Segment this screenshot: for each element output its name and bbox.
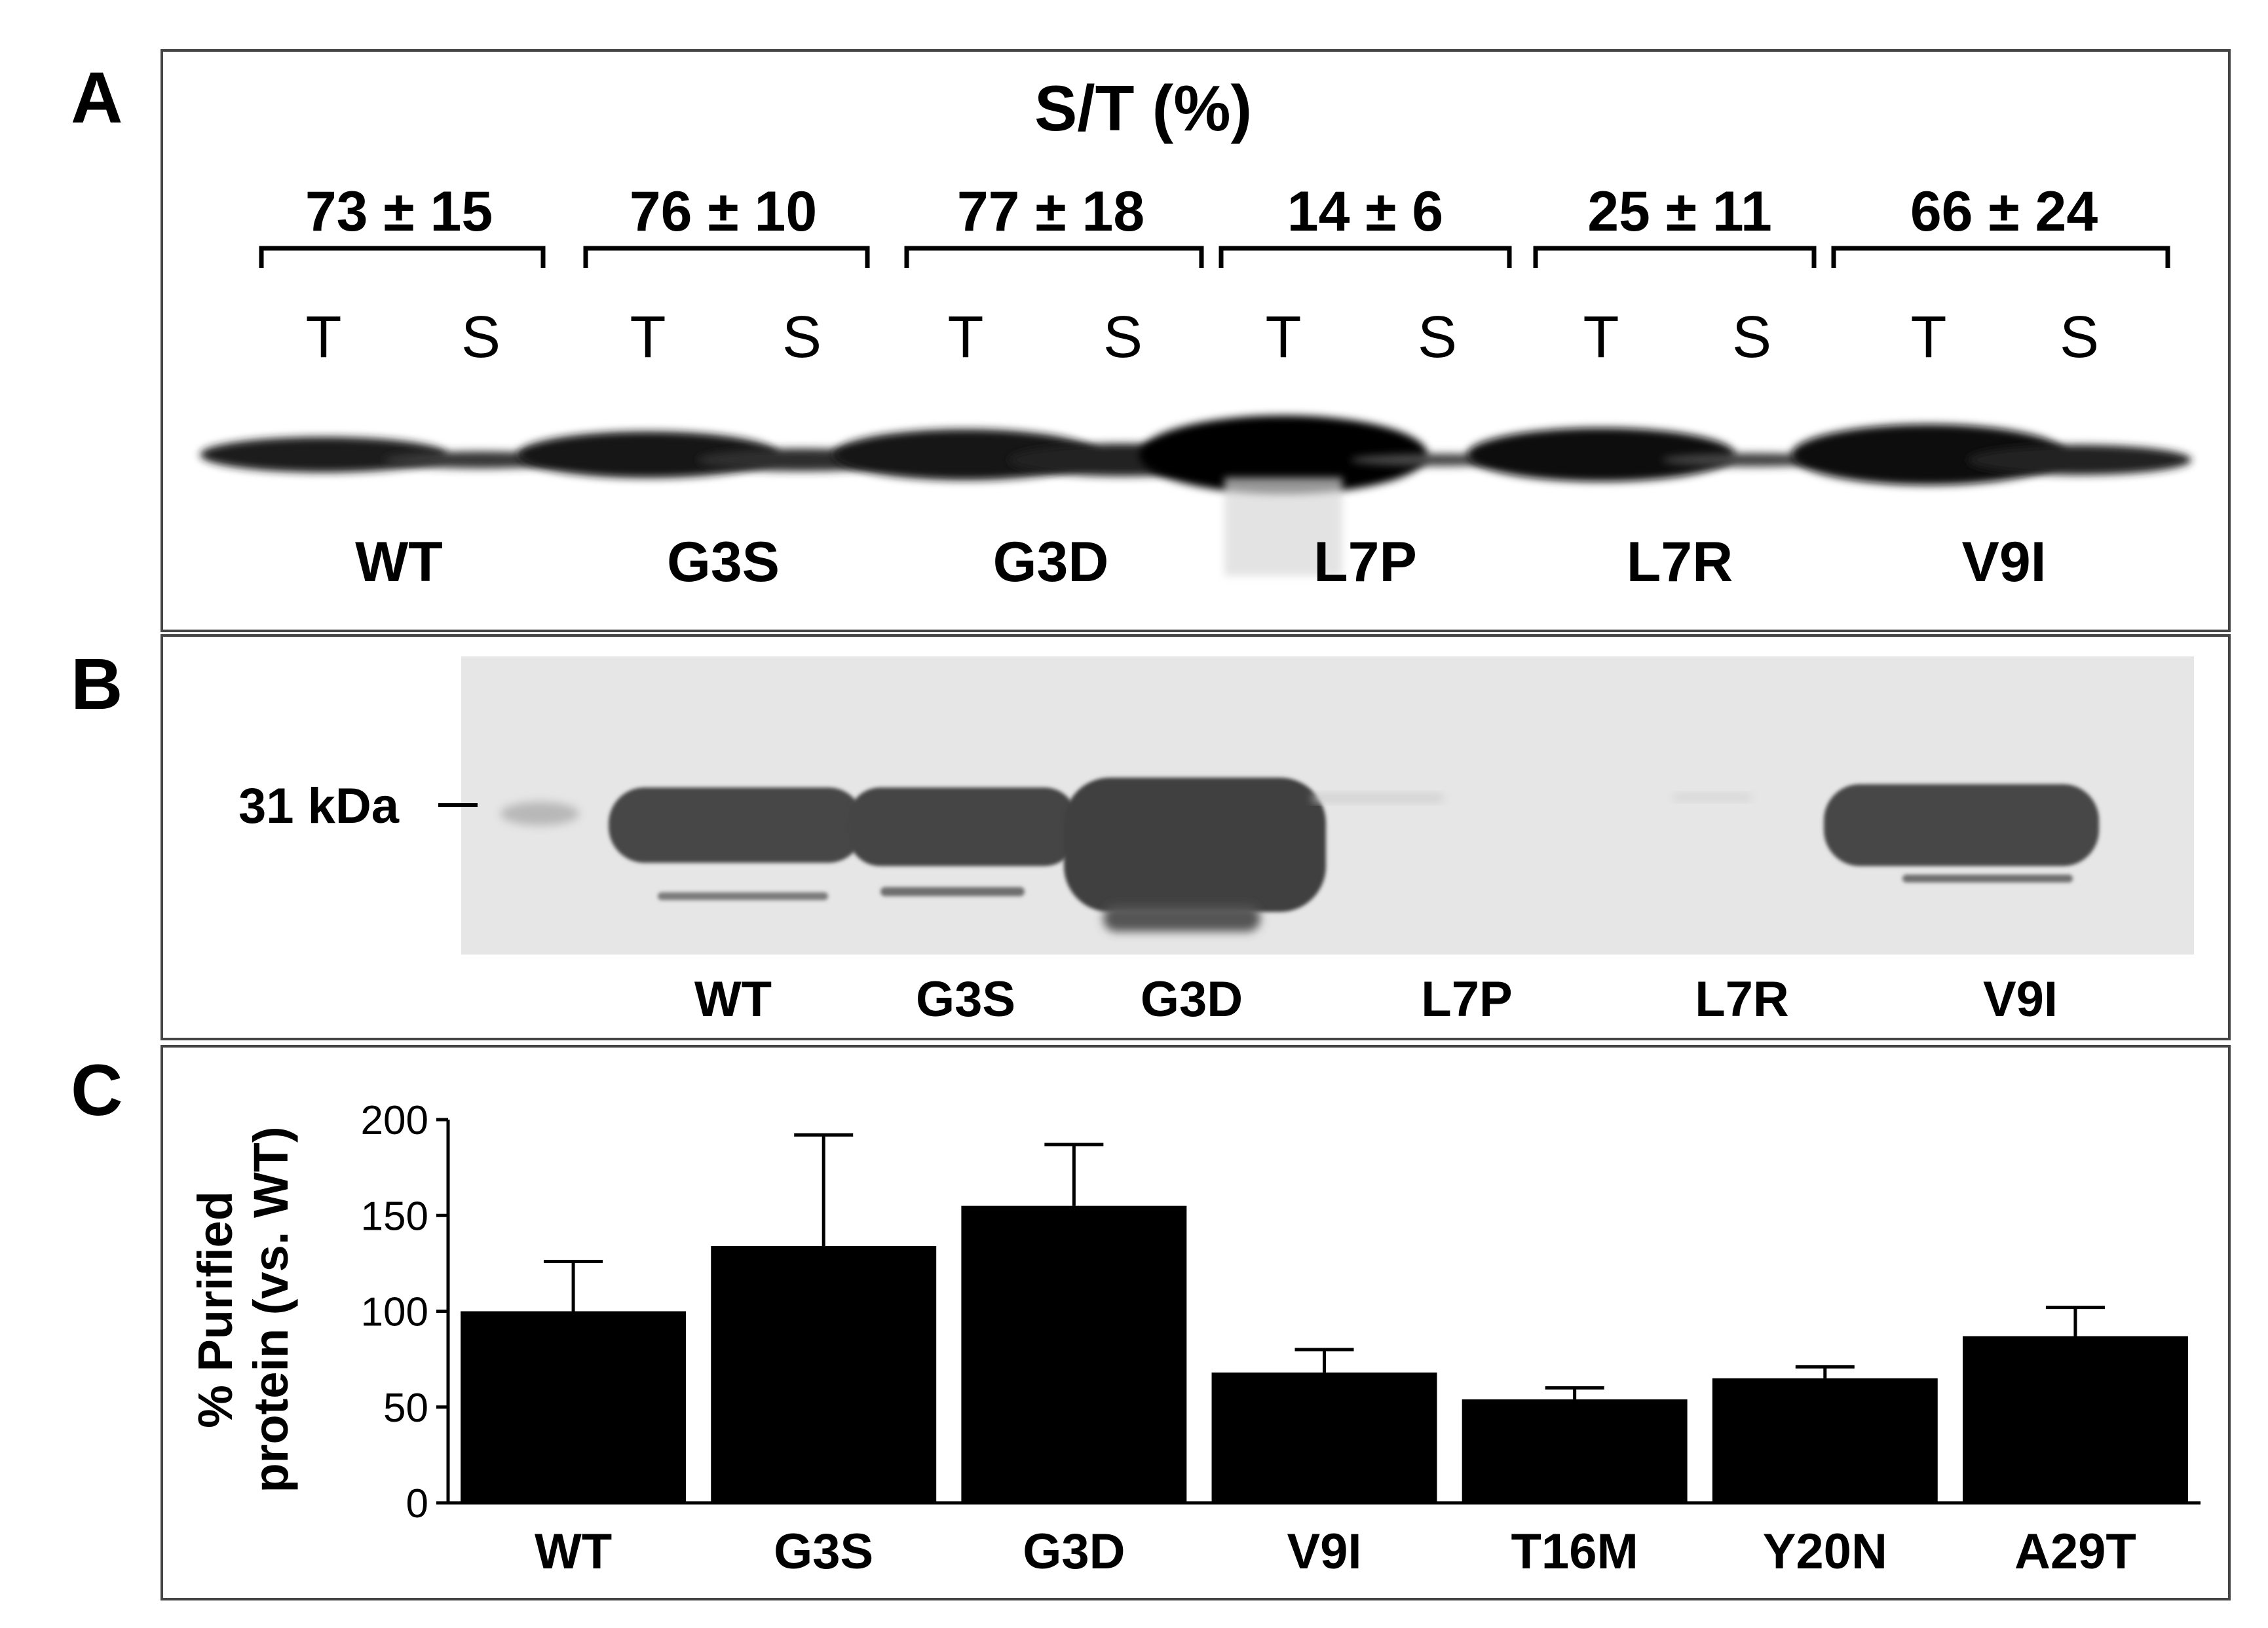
- gel-band-g3d: [1064, 778, 1326, 912]
- marker-tick: [438, 803, 478, 807]
- x-tick-label: T16M: [1511, 1524, 1638, 1580]
- bar-v9i: [1211, 1372, 1437, 1503]
- mutant-label: L7R: [1626, 531, 1733, 594]
- bar-a29t: [1962, 1336, 2188, 1503]
- mutant-label: WT: [355, 531, 443, 594]
- y-tick-label: 50: [383, 1386, 428, 1431]
- gel-lane-label: V9I: [1982, 972, 2058, 1027]
- lane-label-soluble: S: [1417, 305, 1458, 370]
- y-tick-label: 0: [406, 1481, 428, 1526]
- panel-c: % Purified protein (vs. WT) 0 50 100 150 200…: [161, 1045, 2231, 1600]
- panel-a: S/T (%) 73 ± 15 T S WT 76 ± 10 T S G3S 77 ± 18 T S…: [161, 49, 2231, 632]
- gel-lane-label: WT: [694, 972, 772, 1027]
- panel-a-title: S/T (%): [1034, 72, 1253, 144]
- bar-t16m: [1462, 1399, 1688, 1503]
- x-tick-label: G3D: [1023, 1524, 1125, 1580]
- gel-band-l7r: [1673, 794, 1752, 801]
- lane-label-soluble: S: [461, 305, 501, 370]
- lane-label-total: T: [947, 305, 984, 370]
- gel-band-g3s-lower: [880, 887, 1025, 896]
- gel-lane-label: L7P: [1421, 972, 1513, 1027]
- y-axis-label-line2: protein (vs. WT): [244, 1126, 298, 1492]
- gel-image: [461, 656, 2194, 955]
- x-tick-label: WT: [535, 1524, 612, 1580]
- lane-label-soluble: S: [1731, 305, 1772, 370]
- bracket: [1831, 246, 2170, 268]
- panel-b-letter: B: [71, 644, 123, 725]
- gel-band-l7p: [1313, 794, 1444, 802]
- bar-y20n: [1712, 1378, 1938, 1503]
- blot-image: [200, 246, 2192, 576]
- panel-b: 31 kDa WT G3S G3D L7P L7R V9I: [161, 634, 2231, 1040]
- bar-wt: [461, 1311, 687, 1503]
- marker-label: 31 kDa: [238, 778, 400, 834]
- blot-band-soluble: [1967, 445, 2192, 475]
- bracket: [1533, 246, 1817, 268]
- gel-lane-label: G3S: [915, 972, 1016, 1027]
- bracket: [583, 246, 870, 268]
- lane-label-total: T: [1583, 305, 1619, 370]
- st-value: 73 ± 15: [305, 180, 493, 243]
- st-value: 14 ± 6: [1287, 180, 1444, 243]
- gel-band-v9i: [1824, 784, 2099, 866]
- x-tick-label: G3S: [774, 1524, 873, 1580]
- gel-band-g3d-lower: [1103, 905, 1260, 932]
- x-tick-label: A29T: [2014, 1524, 2136, 1580]
- blot-smear: [1224, 478, 1342, 576]
- blot-band-total: [518, 431, 778, 478]
- st-value: 66 ± 24: [1910, 180, 2098, 243]
- st-value: 76 ± 10: [629, 180, 818, 243]
- st-value: 77 ± 18: [956, 180, 1145, 243]
- mutant-label: L7P: [1314, 531, 1417, 594]
- x-tick-label: Y20N: [1763, 1524, 1887, 1580]
- mutant-label: G3S: [666, 531, 780, 594]
- gel-band-wt: [609, 787, 864, 863]
- gel-band-v9i-lower: [1902, 875, 2073, 882]
- mutant-label: V9I: [1961, 531, 2047, 594]
- y-tick-label: 200: [361, 1098, 428, 1143]
- blot-band-total: [200, 436, 447, 473]
- bracket: [904, 246, 1204, 268]
- mutant-label: G3D: [992, 531, 1109, 594]
- gel-band-wt-lower: [658, 892, 828, 900]
- lane-label-total: T: [630, 305, 666, 370]
- lane-label-total: T: [1265, 305, 1302, 370]
- gel-band-g3s: [848, 787, 1077, 866]
- panel-a-letter: A: [71, 58, 123, 138]
- st-value: 25 ± 11: [1587, 180, 1772, 243]
- lane-label-soluble: S: [782, 305, 822, 370]
- lane-label-soluble: S: [1103, 305, 1143, 370]
- gel-smear: [501, 802, 579, 825]
- lane-label-soluble: S: [2059, 305, 2100, 370]
- bracket: [259, 246, 546, 268]
- bar-g3s: [711, 1246, 937, 1503]
- bracket: [1219, 246, 1512, 268]
- blot-band-total: [1139, 415, 1427, 494]
- bar-g3d: [961, 1205, 1187, 1503]
- blot-band-total: [1467, 427, 1735, 482]
- gel-lane-label: L7R: [1695, 972, 1789, 1027]
- x-tick-label: V9I: [1287, 1524, 1361, 1580]
- lane-label-total: T: [1910, 305, 1947, 370]
- panel-c-letter: C: [71, 1050, 123, 1131]
- y-axis-label-line1: % Purified: [188, 1191, 242, 1428]
- gel-lane-label: G3D: [1140, 972, 1243, 1027]
- bar-chart: % Purified protein (vs. WT) 0 50 100 150 200…: [188, 1098, 2201, 1580]
- lane-label-total: T: [305, 305, 342, 370]
- y-tick-label: 100: [361, 1290, 428, 1335]
- y-tick-label: 150: [361, 1194, 428, 1239]
